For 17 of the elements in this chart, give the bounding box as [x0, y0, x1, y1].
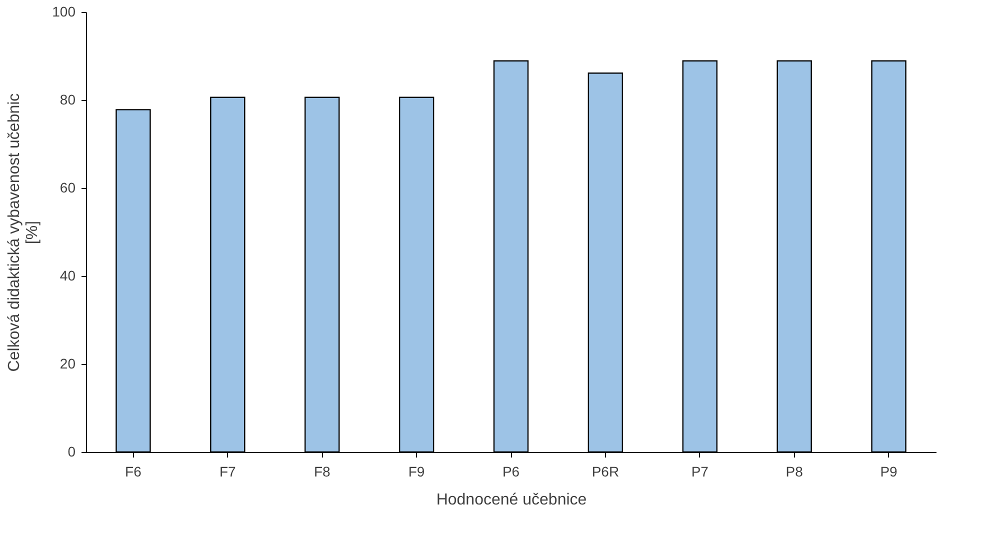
x-tick-label: P6 [502, 464, 520, 480]
y-axis-title: Celková didaktická vybavenost učebnic [%] [6, 93, 42, 372]
x-tick-label: P9 [880, 464, 898, 480]
y-tick-label: 100 [52, 4, 76, 20]
x-tick-label: F6 [125, 464, 142, 480]
x-tick-label: P7 [691, 464, 709, 480]
x-tick-label: F8 [314, 464, 330, 480]
x-tick-label: P6R [592, 464, 620, 480]
y-tick-label: 40 [60, 268, 76, 284]
y-tick-label: 20 [60, 356, 76, 372]
y-tick-label: 80 [60, 92, 76, 108]
x-axis-title: Hodnocené učebnice [436, 492, 587, 508]
y-tick-label: 0 [68, 444, 76, 460]
x-tick-label: P8 [786, 464, 804, 480]
x-tick-label: F7 [219, 464, 236, 480]
y-tick-label: 60 [60, 180, 76, 196]
x-tick-label: F9 [408, 464, 425, 480]
